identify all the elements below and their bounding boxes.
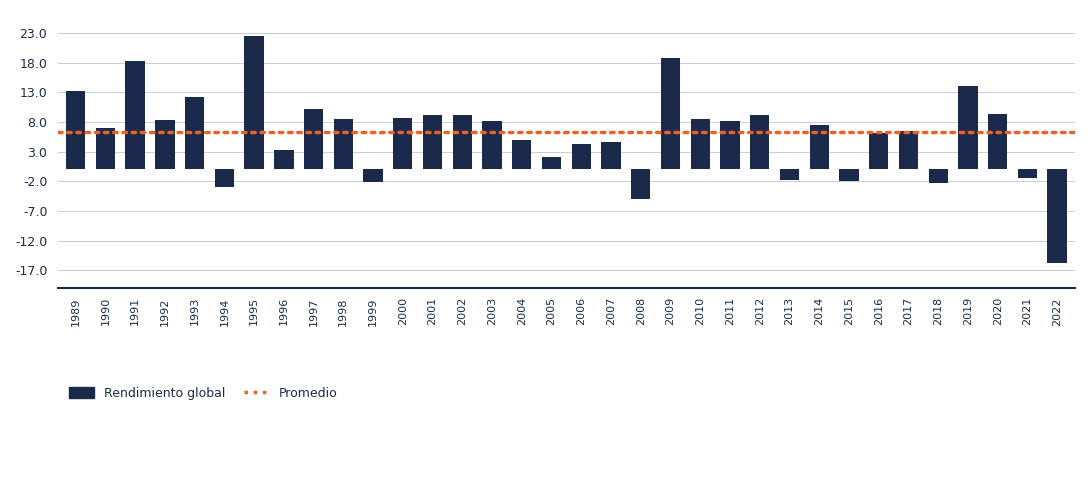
Bar	[661, 59, 680, 169]
Bar	[393, 119, 412, 169]
Bar	[304, 109, 324, 169]
Bar	[691, 119, 710, 169]
Bar	[571, 144, 591, 169]
Bar	[1047, 169, 1067, 263]
Bar	[125, 62, 145, 169]
Bar	[779, 169, 799, 180]
Bar	[929, 169, 948, 183]
Bar	[452, 115, 472, 169]
Bar	[869, 133, 888, 169]
Bar	[185, 97, 204, 169]
Bar	[96, 128, 116, 169]
Bar	[244, 36, 264, 169]
Bar	[423, 115, 443, 169]
Bar	[988, 114, 1007, 169]
Bar	[810, 125, 828, 169]
Bar	[155, 120, 174, 169]
Bar	[1018, 169, 1037, 178]
Bar	[363, 169, 383, 182]
Bar	[334, 119, 353, 169]
Bar	[215, 169, 234, 186]
Legend: Rendimiento global, Promedio: Rendimiento global, Promedio	[64, 382, 343, 405]
Bar	[958, 86, 978, 169]
Bar	[512, 140, 532, 169]
Bar	[542, 157, 561, 169]
Bar	[631, 169, 651, 198]
Bar	[899, 131, 918, 169]
Bar	[483, 121, 501, 169]
Bar	[839, 169, 859, 181]
Bar	[602, 142, 620, 169]
Bar	[750, 115, 770, 169]
Bar	[275, 150, 293, 169]
Bar	[66, 91, 85, 169]
Bar	[720, 121, 740, 169]
